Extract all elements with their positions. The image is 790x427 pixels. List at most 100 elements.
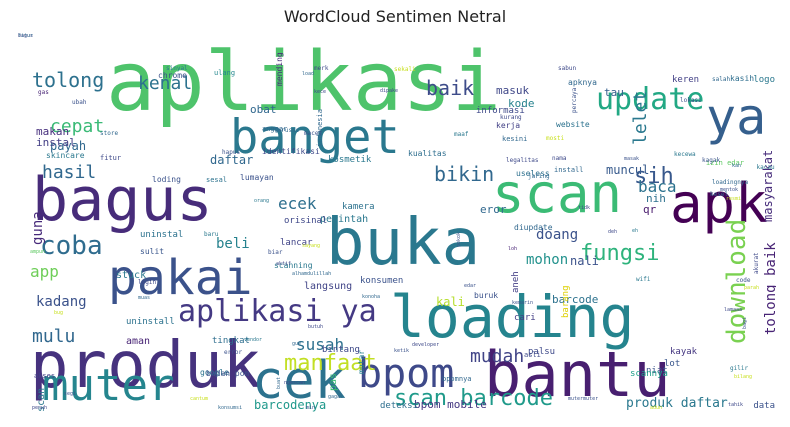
word-118: merk (314, 65, 329, 72)
word-73: deteksi (380, 401, 418, 411)
word-124: gas (38, 89, 49, 96)
word-17: download (722, 219, 752, 344)
word-98: lumayan (240, 173, 274, 182)
word-147: biar (268, 249, 283, 256)
word-33: guna (30, 211, 46, 245)
word-45: daftar (210, 153, 253, 167)
word-130: mosti (546, 135, 564, 142)
word-175: segi (64, 391, 76, 397)
word-176: penuh (32, 405, 47, 411)
word-143: mentok (720, 187, 738, 193)
word-162: lamaaa (724, 307, 742, 313)
word-20: fungsi (580, 241, 659, 266)
word-50: payah (50, 139, 86, 153)
word-5: apk (670, 172, 768, 235)
word-172: bilang (734, 374, 752, 380)
word-57: qr (643, 203, 657, 216)
word-102: buruk (474, 291, 498, 300)
word-131: percaya (571, 87, 578, 113)
word-64: kamera (342, 202, 375, 212)
word-62: orisinal (284, 216, 327, 226)
word-145: baru (204, 231, 219, 238)
word-174: ngescan (284, 380, 305, 386)
word-109: fitur (100, 154, 121, 162)
word-135: resmi (726, 196, 741, 202)
word-100: akses (34, 372, 55, 380)
word-132: legalitas (506, 157, 539, 164)
word-84: aneh (511, 271, 521, 293)
word-92: loding (152, 175, 181, 184)
word-117: sinyal (166, 65, 188, 72)
word-28: mulu (32, 326, 75, 347)
word-158: parah (744, 285, 759, 291)
word-80: kosmetik (328, 155, 372, 165)
word-139: nama (552, 155, 567, 162)
word-70: bintang (322, 345, 360, 355)
word-142: tidk (578, 205, 590, 211)
word-105: apknya (568, 78, 597, 87)
word-160: konoha (362, 294, 380, 300)
word-39: mohon (526, 252, 568, 268)
word-75: lot (664, 359, 680, 369)
word-1: bagus (32, 165, 213, 235)
word-170: developer (412, 342, 439, 348)
word-153: pokok (456, 232, 462, 247)
word-188: dipake (380, 88, 398, 94)
word-42: produk daftar (626, 396, 728, 411)
word-72: nge scan (36, 388, 47, 412)
word-183: konsumsi (218, 405, 242, 411)
word-156: akurat (753, 252, 760, 274)
word-136: kesel (710, 191, 728, 198)
word-16: coba (40, 231, 103, 261)
word-97: identifikasi (262, 147, 320, 156)
word-77: niat (646, 366, 668, 376)
word-32: baca (638, 177, 677, 196)
word-159: edar (464, 283, 476, 289)
word-49: tau (604, 86, 624, 99)
word-29: mudah (470, 346, 524, 367)
word-137: hapus (222, 149, 240, 156)
word-8: loading (390, 283, 634, 351)
word-119: ubah (72, 99, 87, 106)
word-23: sih (634, 164, 674, 189)
word-133: kagak (702, 157, 720, 164)
word-10: bantu (484, 338, 671, 411)
word-22: baik (426, 76, 474, 100)
word-127: macet (304, 130, 322, 137)
word-93: website (556, 120, 590, 129)
word-115: anggar (262, 125, 287, 133)
word-167: vendor (244, 337, 262, 343)
word-46: muncul (606, 163, 649, 177)
word-30: susah (296, 335, 344, 354)
word-55: nali (570, 254, 599, 268)
word-54: kali (436, 295, 465, 309)
word-48: masuk (496, 84, 529, 97)
word-108: mending (275, 52, 284, 86)
word-40: tolong baik (763, 242, 776, 335)
word-103: diupdate (514, 223, 553, 232)
word-128: maaf (454, 131, 469, 138)
word-192: bagus (18, 33, 33, 39)
word-104: izin edar (706, 159, 744, 167)
word-37: ecek (278, 194, 317, 213)
word-190: install (554, 166, 584, 174)
word-81: informasi (476, 106, 525, 116)
word-163: bug (54, 310, 63, 316)
word-134: loadingnya (712, 179, 749, 186)
word-141: kecewa (674, 151, 696, 158)
word-120: sekali (394, 66, 416, 73)
word-6: buka (326, 206, 480, 280)
word-111: badan pom (206, 369, 250, 378)
word-187: sayang (302, 243, 320, 249)
word-95: useless (516, 169, 550, 178)
word-126: terusss (274, 127, 300, 134)
word-7: pakai (108, 250, 253, 306)
word-110: ulang (214, 69, 235, 77)
word-27: cepat (50, 116, 104, 137)
word-150: alhamdulillah (292, 271, 331, 277)
word-52: instal (36, 136, 76, 149)
word-66: konsumen (360, 276, 403, 286)
word-116: kesini (502, 135, 527, 143)
word-89: uninstall (126, 317, 175, 327)
word-36: beli (216, 236, 250, 252)
